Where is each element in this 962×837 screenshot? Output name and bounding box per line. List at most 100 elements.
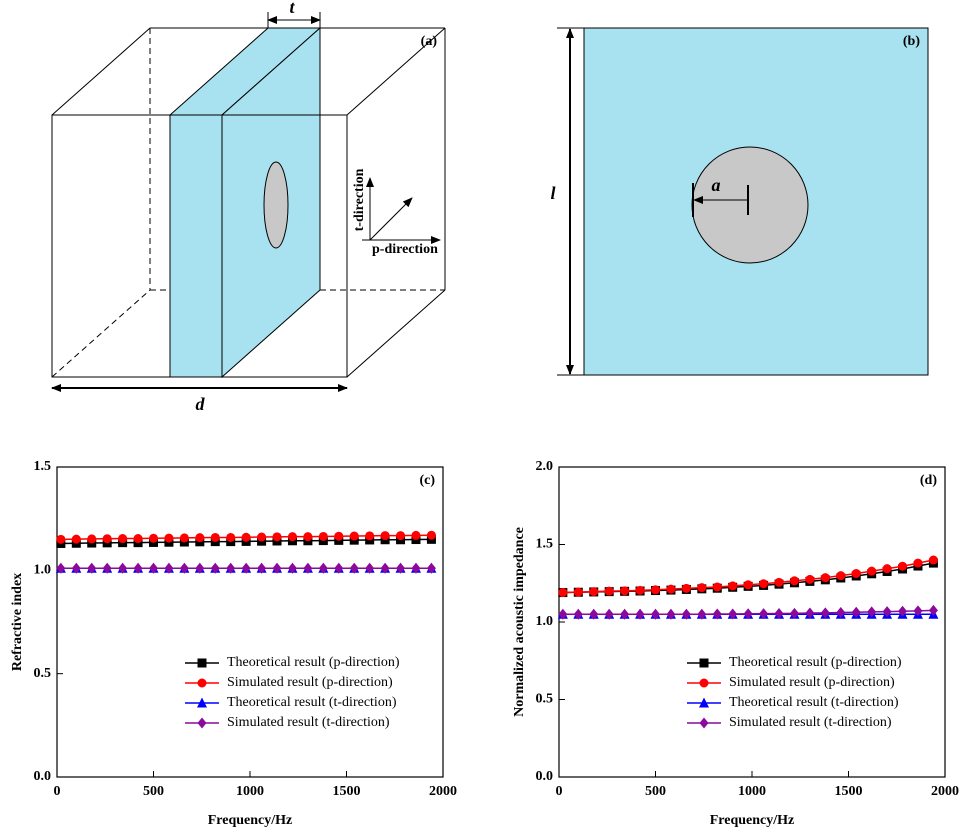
marker	[241, 532, 251, 542]
x-tick-label: 1000	[738, 784, 766, 799]
marker	[913, 558, 923, 568]
diagram-b	[557, 27, 929, 376]
diagram-a	[51, 12, 446, 392]
marker	[118, 534, 128, 544]
marker	[651, 608, 660, 620]
marker	[197, 678, 207, 688]
cube-edge	[51, 27, 151, 116]
marker	[699, 658, 709, 668]
marker	[699, 717, 709, 729]
panel-label: (a)	[421, 34, 438, 49]
x-axis-title: Frequency/Hz	[710, 813, 795, 828]
marker	[257, 532, 267, 542]
marker	[56, 562, 66, 574]
marker	[728, 608, 738, 620]
marker	[805, 607, 815, 619]
marker	[102, 562, 112, 574]
y-axis-title: Refractive index	[10, 573, 25, 671]
marker	[774, 577, 784, 587]
panel-label: (d)	[920, 473, 937, 488]
marker	[226, 532, 236, 542]
marker	[604, 608, 614, 620]
marker	[666, 584, 676, 594]
cube-edge	[346, 27, 446, 116]
marker	[87, 562, 97, 574]
marker	[589, 587, 599, 597]
marker	[789, 607, 799, 619]
dim-label: t	[289, 0, 295, 17]
marker	[573, 608, 583, 620]
marker	[287, 532, 297, 542]
marker	[318, 562, 328, 574]
marker	[179, 562, 189, 574]
panel-label: (c)	[419, 473, 435, 488]
legend-label: Theoretical result (p-direction)	[729, 655, 902, 670]
marker	[197, 697, 207, 708]
slab-front	[169, 114, 223, 378]
marker	[87, 534, 97, 544]
y-tick-label: 0.5	[34, 666, 52, 681]
marker	[426, 530, 436, 540]
marker	[558, 588, 568, 598]
marker	[287, 562, 297, 574]
marker	[272, 562, 282, 574]
marker	[71, 562, 81, 574]
x-tick-label: 1000	[236, 784, 264, 799]
marker	[558, 608, 568, 620]
marker	[620, 586, 630, 596]
marker	[303, 532, 313, 542]
marker	[195, 533, 205, 543]
marker	[928, 555, 938, 565]
marker	[210, 562, 220, 574]
marker	[334, 562, 344, 574]
y-tick-label: 1.5	[34, 459, 52, 474]
dim-label: a	[712, 175, 721, 195]
marker	[226, 562, 236, 574]
x-tick-label: 2000	[429, 784, 457, 799]
marker	[318, 531, 328, 541]
marker	[836, 571, 846, 581]
marker	[411, 562, 421, 574]
cube-front	[51, 114, 348, 378]
dim-label: l	[550, 183, 555, 203]
marker	[620, 608, 630, 620]
x-tick-label: 0	[556, 784, 563, 799]
panel-label: (b)	[903, 34, 920, 49]
marker	[681, 583, 691, 593]
marker	[882, 606, 892, 618]
marker	[149, 533, 158, 543]
x-tick-label: 2000	[931, 784, 959, 799]
marker	[118, 562, 128, 574]
y-tick-label: 1.0	[34, 563, 52, 578]
dim-label: d	[196, 394, 206, 414]
marker	[195, 562, 205, 574]
marker	[635, 585, 645, 595]
marker	[898, 561, 908, 571]
marker	[149, 562, 158, 574]
marker	[349, 562, 359, 574]
marker	[697, 583, 707, 593]
marker	[396, 562, 406, 574]
x-tick-label: 1500	[835, 784, 863, 799]
marker	[759, 608, 769, 620]
marker	[913, 605, 923, 617]
marker	[604, 586, 614, 596]
marker	[380, 531, 390, 541]
x-tick-label: 1500	[333, 784, 361, 799]
legend-label: Simulated result (t-direction)	[227, 715, 390, 730]
marker	[651, 585, 660, 595]
legend-label: Theoretical result (p-direction)	[227, 655, 400, 670]
y-tick-label: 1.0	[536, 614, 554, 629]
marker	[426, 562, 436, 574]
marker	[365, 562, 375, 574]
marker	[380, 562, 390, 574]
y-axis-title: Normalized acoustic impedance	[512, 527, 527, 717]
marker	[743, 580, 753, 590]
direction-label: t-direction	[352, 168, 367, 231]
marker	[635, 608, 645, 620]
marker	[71, 534, 81, 544]
hidden-edge	[51, 289, 151, 378]
marker	[573, 587, 583, 597]
marker	[712, 582, 722, 592]
